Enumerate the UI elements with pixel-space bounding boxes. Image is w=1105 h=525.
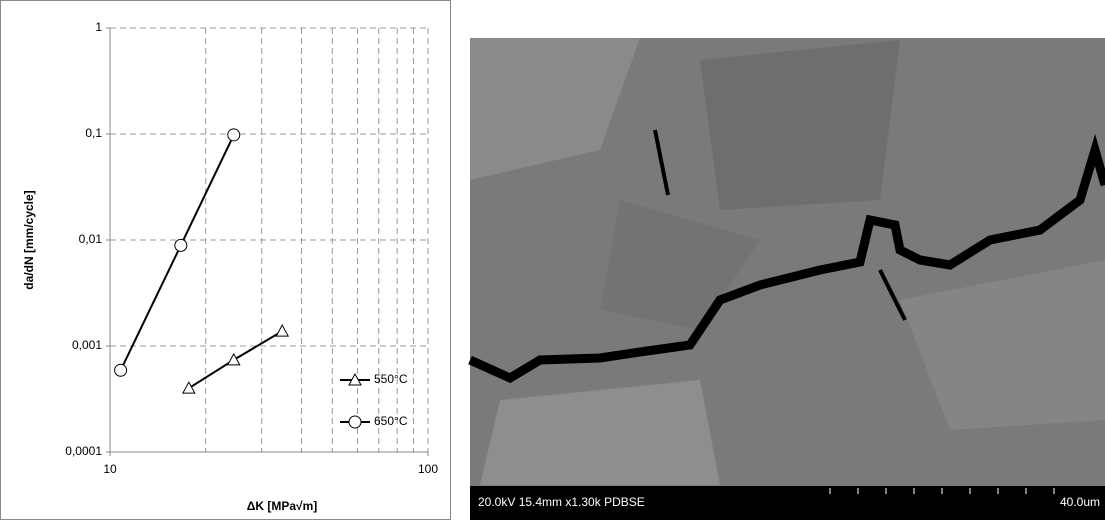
sem-caption: 20.0kV 15.4mm x1.30k PDBSE <box>478 495 645 509</box>
y-tick-label: 0,1 <box>85 126 102 140</box>
marker <box>228 129 240 141</box>
y-tick-label: 1 <box>95 20 102 34</box>
x-axis-label: ΔK [MPa√m] <box>247 499 318 513</box>
sem-image: 20.0kV 15.4mm x1.30k PDBSE 40.0um <box>470 38 1105 520</box>
marker <box>175 239 187 251</box>
x-tick-label: 100 <box>418 462 438 476</box>
y-tick-label: 0,0001 <box>65 444 102 458</box>
y-tick-label: 0,001 <box>72 338 102 352</box>
legend-label: 550°C <box>374 372 408 386</box>
legend-label: 650°C <box>374 414 408 428</box>
legend-marker <box>349 416 361 428</box>
y-tick-label: 0,01 <box>79 232 103 246</box>
y-axis-label: da/dN [mm/cycle] <box>22 190 36 289</box>
scale-label: 40.0um <box>1060 495 1100 509</box>
figure: ΔK [MPa√m] da/dN [mm/cycle] 20.0kV 15.4m… <box>0 0 1105 520</box>
grain <box>700 40 900 210</box>
chart-frame <box>1 1 451 520</box>
marker <box>115 364 127 376</box>
x-tick-label: 10 <box>103 462 117 476</box>
